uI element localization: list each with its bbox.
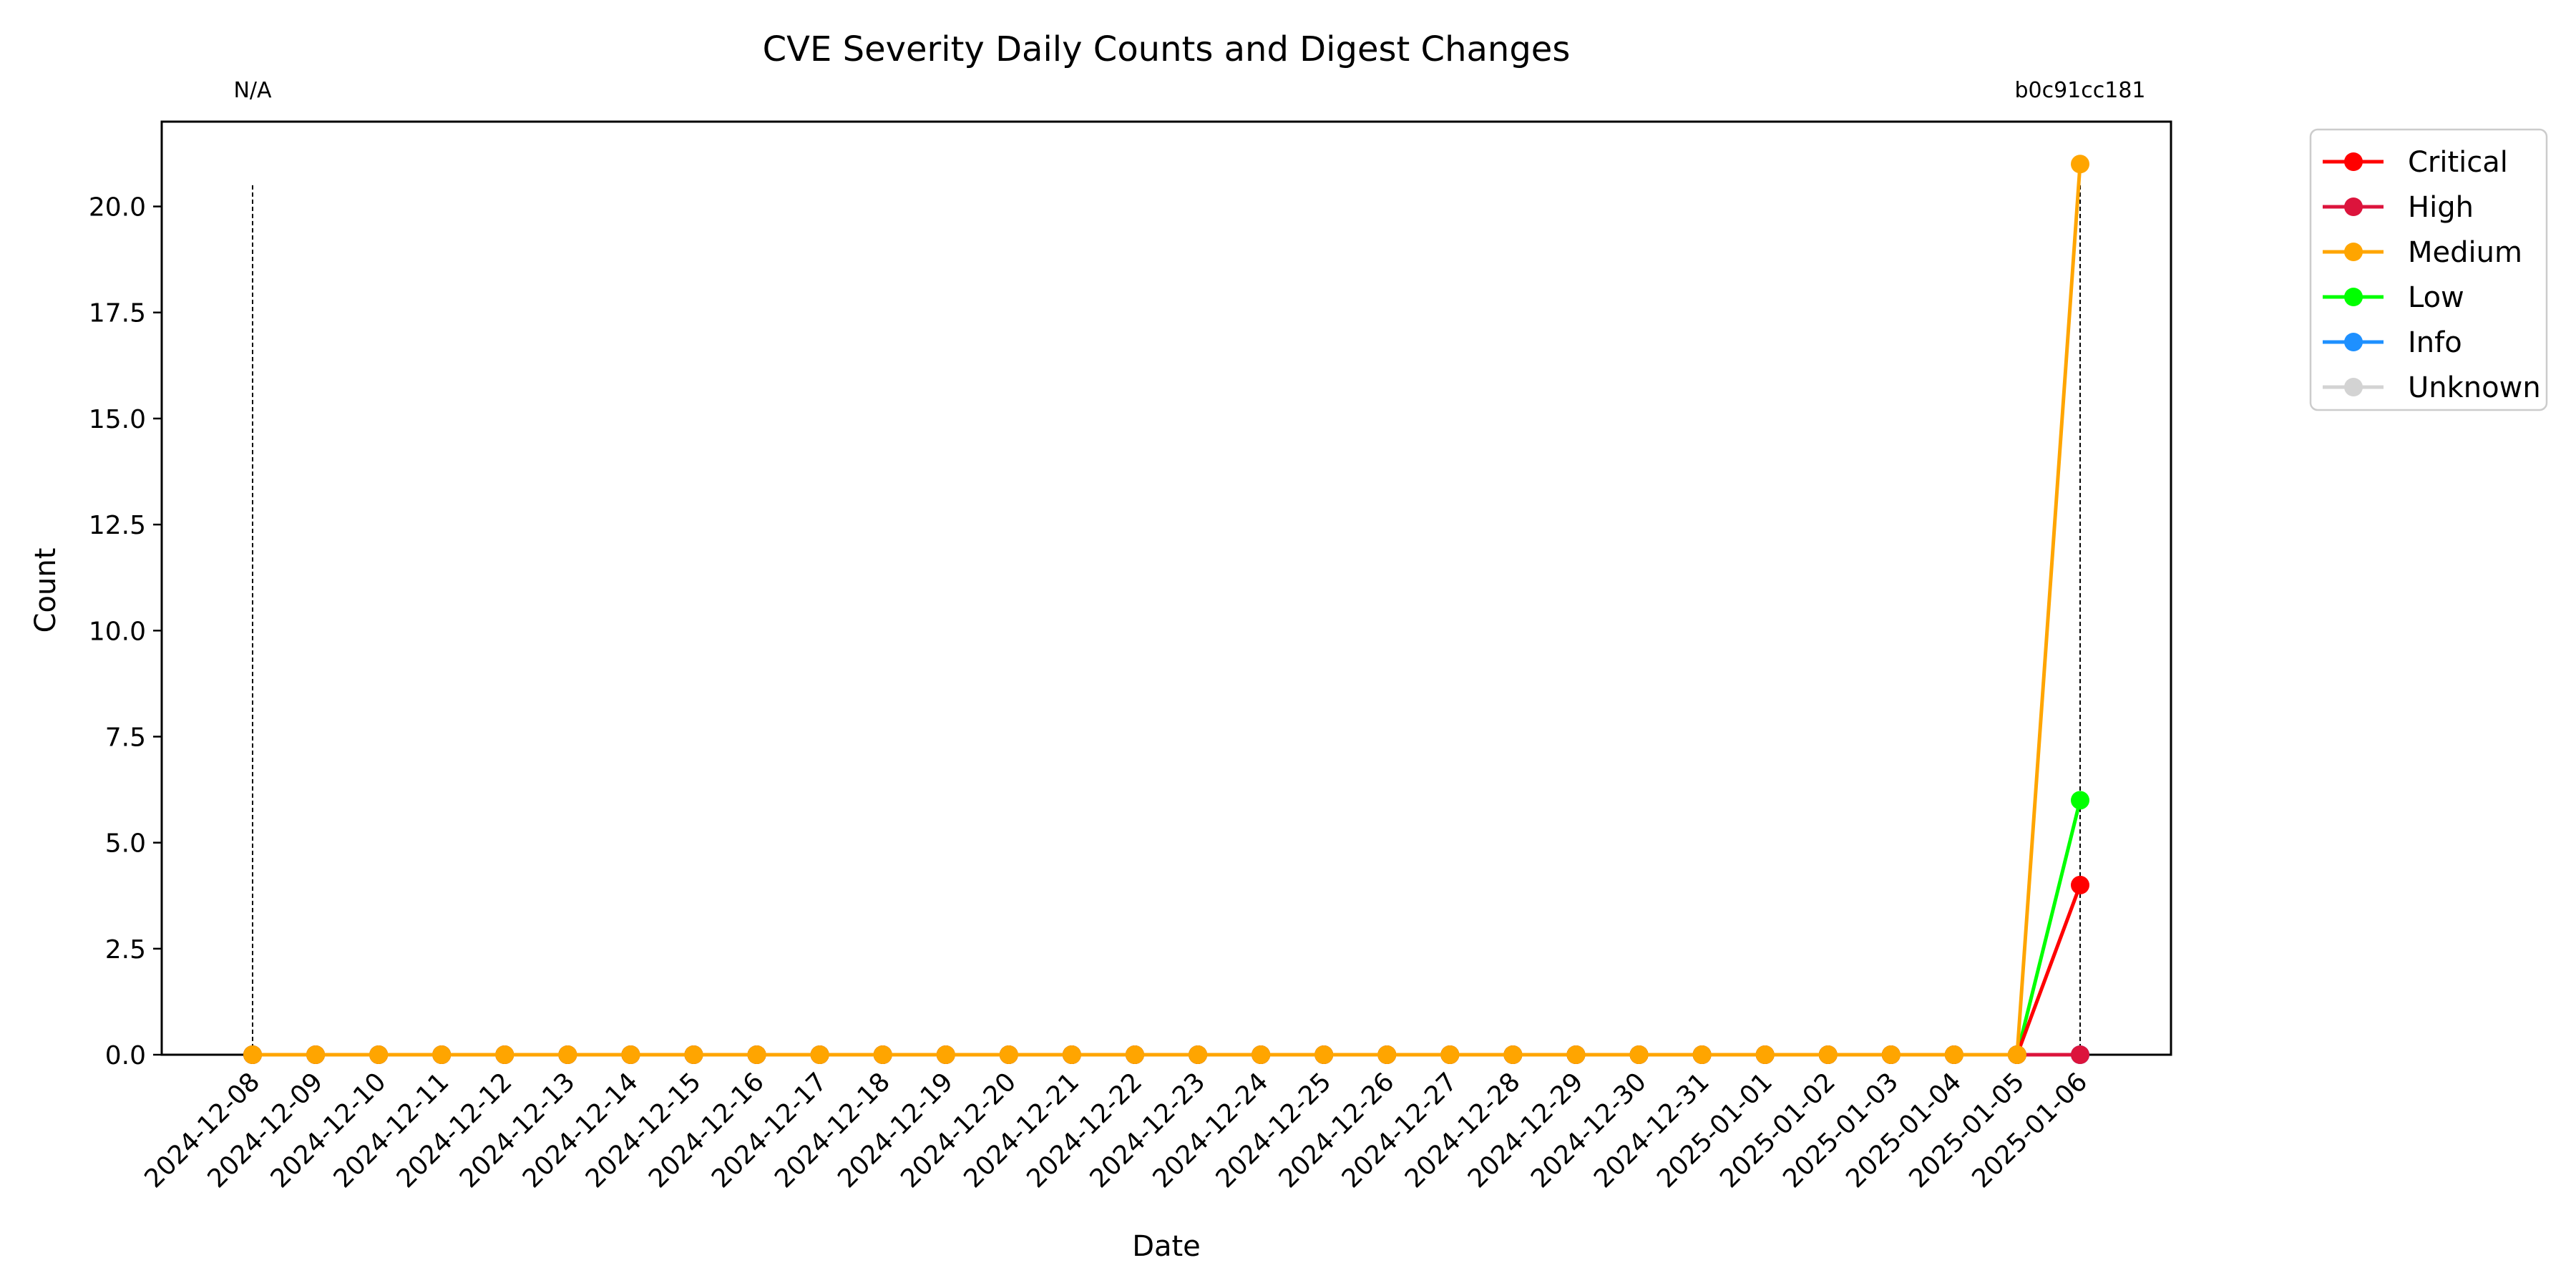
legend-marker-medium — [2344, 243, 2363, 261]
data-point-medium — [1252, 1045, 1271, 1064]
data-point-medium — [1503, 1045, 1523, 1064]
data-point-medium — [684, 1045, 703, 1064]
series-line-critical — [253, 884, 2082, 1057]
chart-title: CVE Severity Daily Counts and Digest Cha… — [763, 29, 1571, 69]
legend-marker-high — [2344, 197, 2363, 216]
data-point-medium — [1755, 1045, 1775, 1064]
data-point-medium — [747, 1045, 766, 1064]
data-point-high — [2071, 1045, 2089, 1064]
y-tick-label: 17.5 — [89, 299, 146, 328]
data-point-medium — [1944, 1045, 1963, 1064]
legend-label-info: Info — [2408, 326, 2462, 359]
data-point-medium — [621, 1045, 640, 1064]
data-point-critical — [2071, 875, 2089, 894]
y-tick-label: 5.0 — [105, 829, 146, 859]
data-point-medium — [1629, 1045, 1649, 1064]
legend-label-critical: Critical — [2408, 146, 2508, 179]
y-axis-title: Count — [29, 548, 62, 633]
data-point-medium — [243, 1045, 262, 1064]
legend-label-low: Low — [2408, 281, 2464, 314]
data-point-medium — [1125, 1045, 1144, 1064]
series-line-low — [253, 799, 2082, 1057]
data-point-medium — [1377, 1045, 1397, 1064]
legend-label-unknown: Unknown — [2408, 371, 2541, 404]
data-point-medium — [1314, 1045, 1334, 1064]
data-point-medium — [495, 1045, 514, 1064]
y-tick-label: 2.5 — [105, 935, 146, 965]
legend-marker-info — [2344, 333, 2363, 351]
data-point-medium — [1566, 1045, 1586, 1064]
y-tick-label: 0.0 — [105, 1041, 146, 1070]
digest-label: b0c91cc181 — [2014, 78, 2145, 103]
x-axis-title: Date — [1132, 1230, 1201, 1263]
data-point-medium — [306, 1045, 326, 1064]
legend-marker-critical — [2344, 152, 2363, 171]
data-point-medium — [1440, 1045, 1460, 1064]
data-point-medium — [2007, 1045, 2026, 1064]
data-point-medium — [432, 1045, 452, 1064]
data-point-medium — [2071, 155, 2089, 174]
digest-label: N/A — [233, 78, 272, 103]
y-tick-label: 12.5 — [89, 511, 146, 540]
data-point-medium — [1818, 1045, 1838, 1064]
data-point-medium — [1189, 1045, 1208, 1064]
data-point-low — [2071, 791, 2089, 810]
plot-frame — [160, 120, 2172, 1056]
legend-marker-low — [2344, 288, 2363, 306]
data-point-medium — [1062, 1045, 1081, 1064]
legend-label-high: High — [2408, 191, 2474, 224]
data-point-medium — [999, 1045, 1018, 1064]
y-tick-label: 7.5 — [105, 723, 146, 752]
data-point-medium — [1881, 1045, 1901, 1064]
data-point-medium — [810, 1045, 829, 1064]
data-point-medium — [873, 1045, 892, 1064]
legend-marker-unknown — [2344, 378, 2363, 396]
y-tick-label: 20.0 — [89, 193, 146, 223]
data-point-medium — [1692, 1045, 1712, 1064]
y-tick-label: 15.0 — [89, 405, 146, 434]
legend-label-medium: Medium — [2408, 236, 2522, 269]
legend-box — [2309, 128, 2548, 411]
y-tick-label: 10.0 — [89, 617, 146, 646]
data-point-medium — [936, 1045, 955, 1064]
data-point-medium — [369, 1045, 389, 1064]
data-point-medium — [558, 1045, 577, 1064]
series-line-medium — [253, 164, 2082, 1057]
